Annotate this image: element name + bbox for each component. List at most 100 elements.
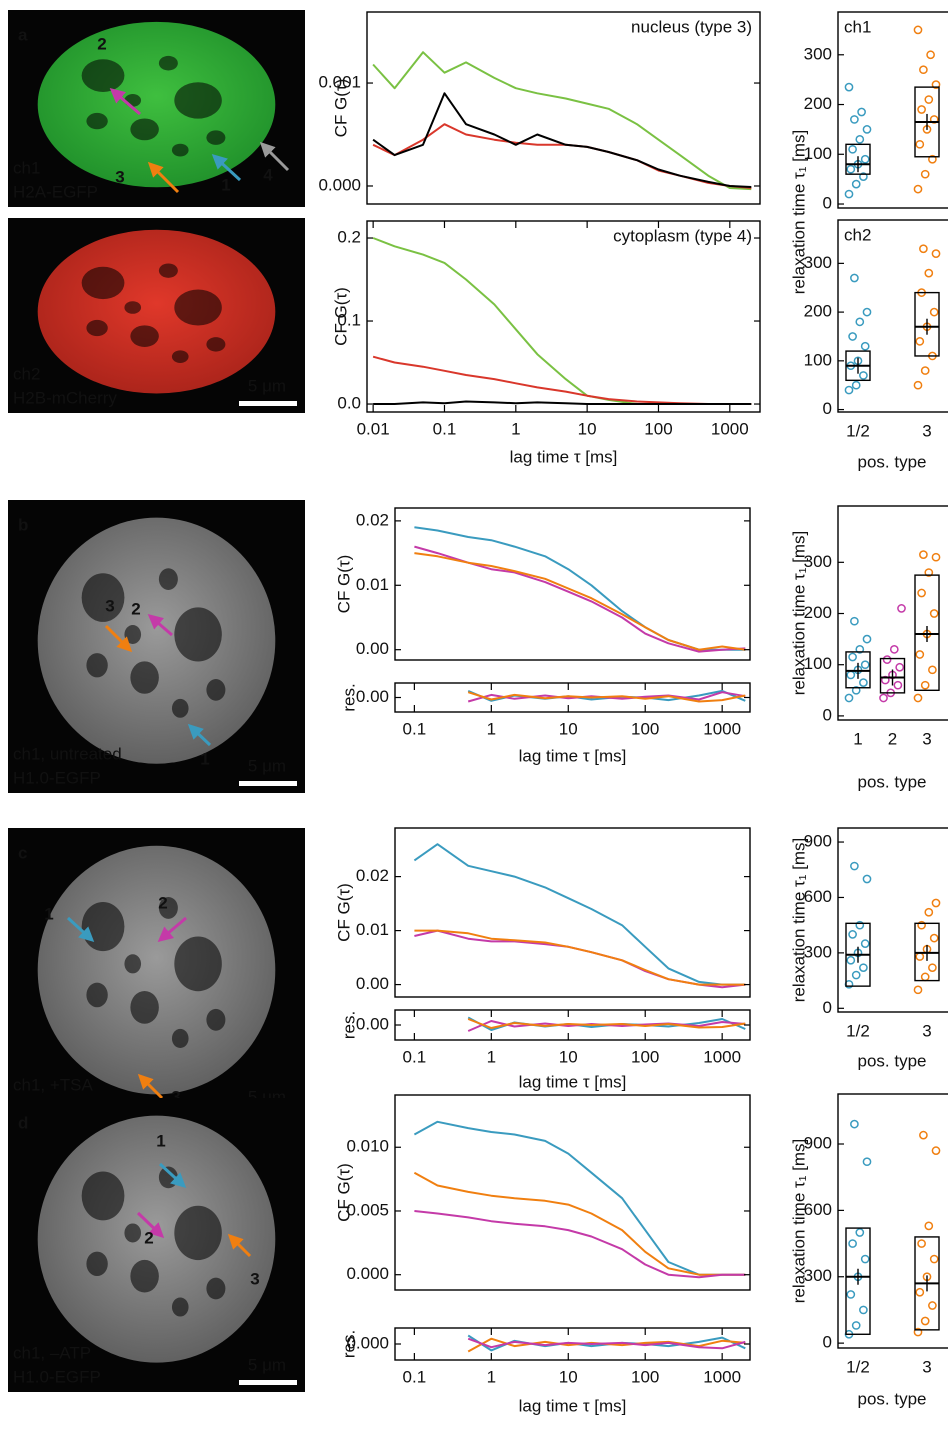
data-point [846, 955, 856, 965]
plot-frame [394, 827, 751, 998]
dark-region [124, 1223, 142, 1243]
arrow-label: 3 [105, 596, 114, 615]
plot-area [414, 526, 746, 653]
data-point [850, 115, 859, 124]
y-tick-label: 0.01 [356, 575, 389, 594]
data-point [851, 970, 861, 980]
series-line [414, 552, 746, 651]
x-tick-label: 0.1 [403, 1047, 427, 1066]
data-point [880, 675, 890, 685]
y-tick-label: 300 [804, 552, 832, 571]
y-tick-label: 0.010 [346, 1137, 389, 1156]
y-tick-label: 0.02 [356, 866, 389, 885]
channel-label: ch1, –ATP [13, 1343, 91, 1362]
plot-area [844, 25, 941, 199]
dark-region [81, 573, 125, 622]
data-point [928, 963, 937, 973]
box [845, 1227, 871, 1335]
plot-area [372, 237, 752, 405]
y-axis-label: relaxation time τ₁ [ms] [789, 130, 808, 295]
plot-frame [837, 827, 948, 1013]
y-tick-label: 0.2 [337, 228, 361, 247]
data-point [929, 609, 939, 618]
series-line [372, 51, 752, 191]
series-line [413, 843, 746, 986]
data-point [848, 144, 857, 154]
x-axis-label: lag time τ [ms] [510, 447, 618, 466]
data-point [859, 371, 868, 380]
arrow-label: 2 [158, 893, 167, 912]
arrow-label: 3 [171, 1087, 180, 1106]
data-point [846, 1290, 856, 1299]
series-line [373, 400, 752, 405]
x-tick-label: 10 [559, 1047, 578, 1066]
data-point [879, 693, 888, 703]
y-axis-label: CF G(τ) [334, 1163, 353, 1222]
scalebar-label: 5 μm [248, 756, 286, 775]
y-tick-label: 0 [823, 194, 832, 213]
nucleus [37, 229, 276, 394]
plot-area [844, 244, 941, 395]
scalebar [239, 401, 297, 406]
y-tick-label: 200 [804, 302, 832, 321]
data-point [855, 920, 865, 930]
arrow [137, 1073, 164, 1100]
arrow-label: 1 [200, 749, 209, 768]
arrow [147, 614, 173, 637]
x-tick-label: 10 [578, 419, 597, 438]
dark-region [171, 1297, 189, 1317]
x-tick-label: 1/2 [846, 421, 870, 440]
x-tick-label: 1000 [711, 419, 749, 438]
series-line [467, 691, 746, 703]
arrow [66, 916, 95, 943]
dark-region [206, 130, 226, 145]
data-point [850, 861, 859, 871]
marker-label: H1.0-EGFP [13, 1367, 101, 1386]
plot-frame [837, 505, 948, 721]
data-point [848, 930, 857, 939]
arrow [158, 1162, 187, 1189]
arrow [227, 1233, 252, 1258]
dark-region [158, 55, 178, 71]
arrow [104, 624, 133, 653]
x-tick-label: 3 [922, 729, 931, 748]
x-tick-label: 0.1 [433, 419, 457, 438]
channel-label: ch1, untreated [13, 744, 122, 763]
data-point [917, 105, 926, 114]
data-point [862, 125, 872, 134]
plot-frame [366, 220, 761, 413]
data-point [859, 1305, 868, 1315]
data-point [895, 662, 905, 672]
data-point [859, 172, 868, 182]
plot-frame [394, 1327, 751, 1361]
series-line [467, 1337, 746, 1350]
y-tick-label: 0.001 [318, 73, 361, 92]
data-point [924, 95, 934, 104]
data-point [919, 65, 928, 75]
data-point [920, 169, 930, 179]
data-point [924, 268, 934, 278]
arrow-label: 4 [263, 165, 273, 184]
box [879, 657, 906, 694]
data-point [848, 652, 857, 662]
data-point [855, 1228, 865, 1237]
data-point [924, 907, 934, 917]
x-tick-label: 100 [631, 719, 659, 738]
data-point [860, 939, 870, 948]
arrow [109, 88, 141, 116]
y-tick-label: 0.00 [356, 687, 389, 706]
plot-frame [837, 219, 948, 413]
data-point [851, 685, 861, 695]
box [845, 651, 871, 689]
data-point [862, 634, 872, 644]
dark-region [158, 263, 178, 278]
arrow-label: 3 [250, 1269, 259, 1288]
dark-region [171, 1028, 189, 1049]
plot-frame [394, 1009, 751, 1041]
data-point [846, 164, 856, 174]
x-tick-label: 1 [511, 419, 520, 438]
dark-region [81, 1171, 125, 1221]
series-line [467, 1018, 746, 1029]
arrow-label: 1 [221, 175, 230, 194]
